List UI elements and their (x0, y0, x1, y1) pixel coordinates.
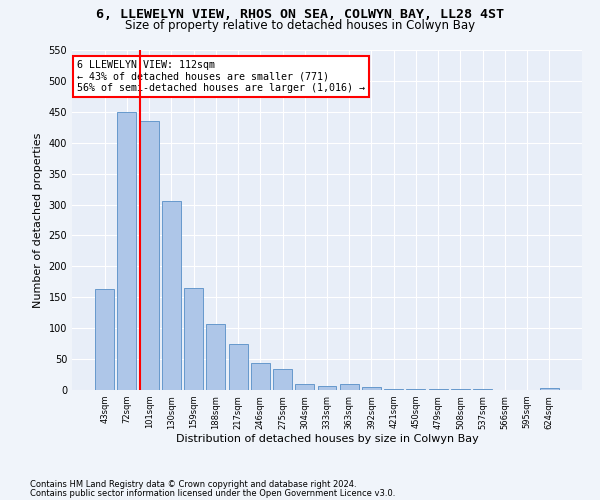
Bar (229, 344, 248, 390)
Text: 6, LLEWELYN VIEW, RHOS ON SEA, COLWYN BAY, LL28 4ST: 6, LLEWELYN VIEW, RHOS ON SEA, COLWYN BA… (96, 8, 504, 20)
Bar (540, 388, 559, 390)
Bar (406, 389, 425, 390)
Text: Contains HM Land Registry data © Crown copyright and database right 2024.: Contains HM Land Registry data © Crown c… (30, 480, 356, 489)
Bar (362, 387, 381, 390)
Bar (384, 389, 403, 390)
Bar (118, 112, 136, 390)
Text: 6 LLEWELYN VIEW: 112sqm
← 43% of detached houses are smaller (771)
56% of semi-d: 6 LLEWELYN VIEW: 112sqm ← 43% of detache… (77, 60, 365, 94)
Bar (317, 386, 337, 390)
Text: Contains public sector information licensed under the Open Government Licence v3: Contains public sector information licen… (30, 488, 395, 498)
Bar (273, 369, 292, 390)
Bar (140, 121, 158, 390)
Bar (95, 289, 114, 390)
Text: Size of property relative to detached houses in Colwyn Bay: Size of property relative to detached ho… (125, 19, 475, 32)
Bar (295, 384, 314, 390)
Bar (340, 384, 359, 390)
Bar (184, 288, 203, 390)
X-axis label: Distribution of detached houses by size in Colwyn Bay: Distribution of detached houses by size … (176, 434, 478, 444)
Bar (162, 202, 181, 390)
Bar (206, 324, 225, 390)
Bar (251, 363, 270, 390)
Y-axis label: Number of detached properties: Number of detached properties (33, 132, 43, 308)
